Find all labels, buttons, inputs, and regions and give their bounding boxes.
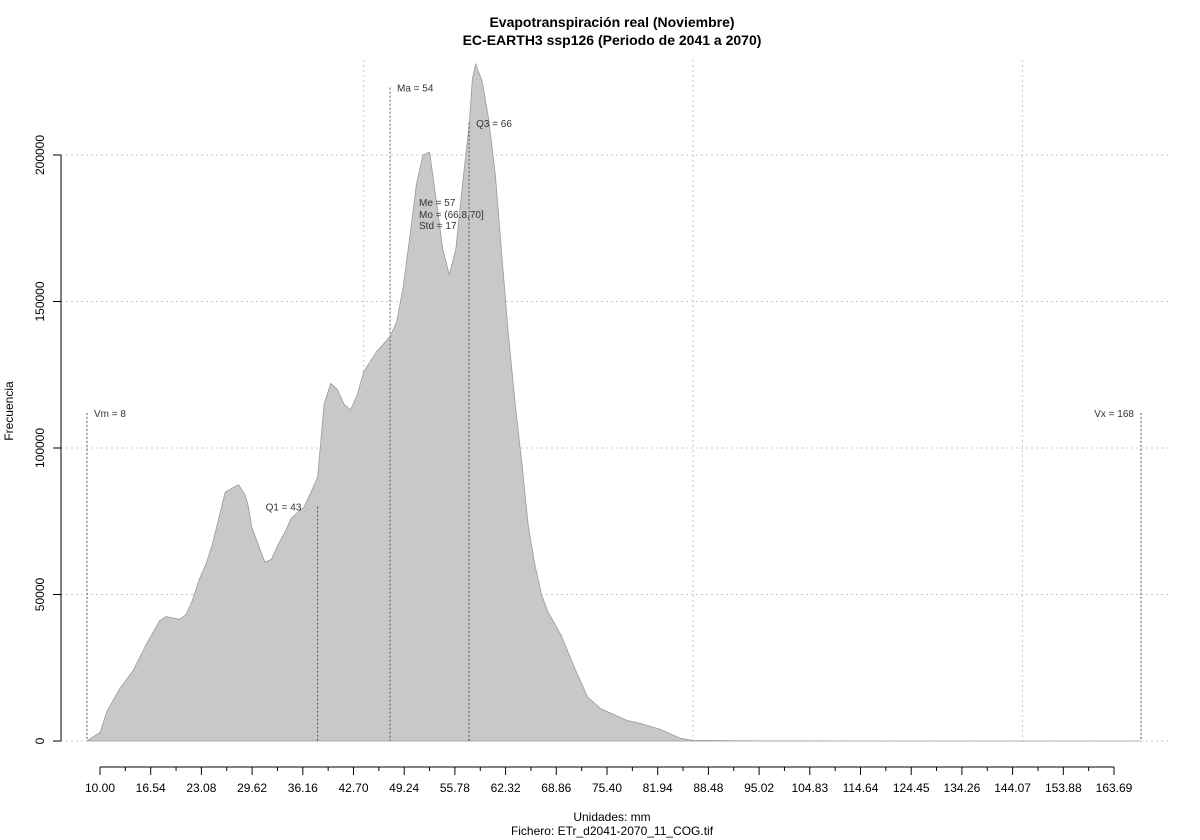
x-tick-label: 68.86 [541, 781, 571, 795]
stats-block: Me = 57 Mo = (66.8,70] Std = 17 [419, 198, 484, 232]
y-tick-label: 0 [33, 737, 47, 744]
annotation-labels: Vm = 8 Q1 = 43 Ma = 54 Q3 = 66 Vx = 168 [94, 84, 1134, 514]
annotation-label: Ma = 54 [397, 84, 434, 95]
x-tick-label: 163.69 [1096, 781, 1133, 795]
x-tick-label: 36.16 [288, 781, 318, 795]
y-tick-label: 150000 [33, 281, 47, 321]
x-tick-label: 144.07 [994, 781, 1031, 795]
stat-mode: Mo = (66.8,70] [419, 210, 484, 221]
annotation-lines [86, 87, 1142, 741]
file-name: Fichero: ETr_d2041-2070_11_COG.tif [511, 824, 714, 838]
annotation-label: Vx = 168 [1094, 409, 1134, 420]
x-axis: 10.00 16.54 23.08 29.62 36.16 42.70 49.24 55.78… [85, 766, 1133, 795]
annotation-label: Vm = 8 [94, 409, 126, 420]
y-axis: 0 50000 100000 150000 200000 [33, 135, 62, 744]
stat-median: Me = 57 [419, 198, 456, 209]
x-tick-label: 55.78 [440, 781, 470, 795]
chart-subtitle: EC-EARTH3 ssp126 (Periodo de 2041 a 2070… [463, 32, 762, 48]
x-tick-label: 75.40 [592, 781, 622, 795]
y-tick-label: 200000 [33, 135, 47, 175]
x-tick-label: 153.88 [1045, 781, 1082, 795]
annotation-label: Q1 = 43 [266, 503, 302, 514]
y-tick-label: 100000 [33, 428, 47, 468]
x-axis-label: Unidades: mm [573, 810, 650, 824]
x-tick-label: 81.94 [643, 781, 673, 795]
x-tick-label: 62.32 [491, 781, 521, 795]
x-tick-label: 49.24 [389, 781, 419, 795]
y-tick-label: 50000 [33, 577, 47, 611]
x-tick-label: 88.48 [693, 781, 723, 795]
x-tick-label: 23.08 [186, 781, 216, 795]
x-tick-label: 29.62 [237, 781, 267, 795]
chart-title: Evapotranspiración real (Noviembre) [489, 14, 734, 30]
x-tick-label: 124.45 [893, 781, 930, 795]
x-tick-label: 114.64 [843, 781, 879, 795]
x-tick-label: 10.00 [85, 781, 115, 795]
x-tick-label: 134.26 [944, 781, 981, 795]
density-area [85, 62, 1141, 742]
x-tick-label: 16.54 [136, 781, 166, 795]
x-tick-label: 95.02 [744, 781, 774, 795]
stat-std: Std = 17 [419, 221, 457, 232]
annotation-label: Q3 = 66 [476, 119, 512, 130]
x-tick-label: 42.70 [338, 781, 368, 795]
x-tick-label: 104.83 [791, 781, 828, 795]
y-axis-label: Frecuencia [2, 381, 16, 441]
